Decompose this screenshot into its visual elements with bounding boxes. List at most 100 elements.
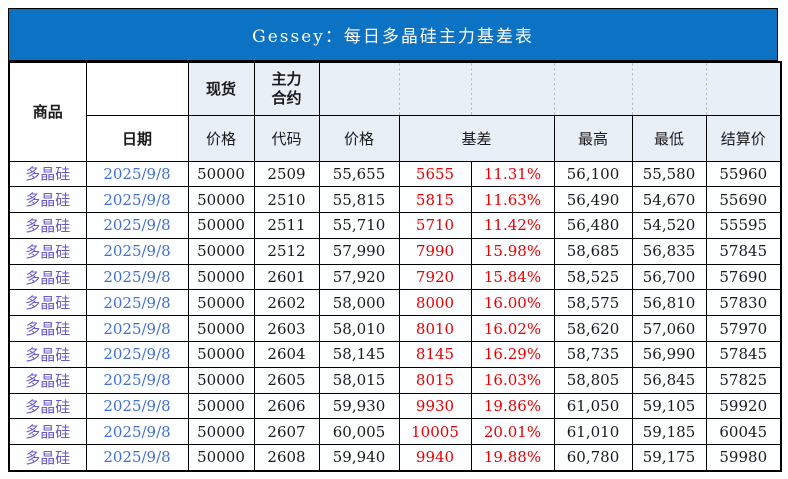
cell-product[interactable]: 多晶硅 [8,160,87,188]
cell-basis-pct[interactable]: 20.01% [470,418,555,446]
cell-basis-pct[interactable]: 15.84% [470,263,555,291]
header-empty-cell[interactable] [631,61,707,116]
cell-spot-price[interactable]: 50000 [187,366,255,394]
cell-basis[interactable]: 9930 [398,392,472,420]
cell-spot-price[interactable]: 50000 [187,418,255,446]
cell-contract-code[interactable]: 2511 [253,212,320,239]
cell-settlement[interactable]: 57845 [705,237,782,265]
header-empty-cell[interactable] [470,61,555,116]
cell-futures-price[interactable]: 57,920 [318,263,400,291]
cell-futures-price[interactable]: 58,000 [318,289,400,317]
header-contract-code[interactable]: 代码 [253,114,320,162]
cell-settlement[interactable]: 57970 [705,315,782,343]
cell-settlement[interactable]: 55595 [705,212,782,239]
cell-product[interactable]: 多晶硅 [8,341,87,368]
cell-futures-price[interactable]: 55,710 [318,212,400,239]
cell-contract-code[interactable]: 2604 [253,341,320,368]
cell-product[interactable]: 多晶硅 [8,315,87,343]
cell-date[interactable]: 2025/9/8 [85,341,189,368]
cell-basis-pct[interactable]: 11.31% [470,160,555,188]
header-empty-cell[interactable] [705,61,782,116]
header-main-contract[interactable]: 主力 合约 [253,61,320,116]
cell-basis[interactable]: 5655 [398,160,472,188]
cell-low[interactable]: 56,845 [631,366,707,394]
cell-high[interactable]: 58,685 [553,237,633,265]
cell-low[interactable]: 55,580 [631,160,707,188]
cell-high[interactable]: 60,780 [553,444,633,472]
cell-contract-code[interactable]: 2510 [253,186,320,214]
cell-high[interactable]: 56,490 [553,186,633,214]
cell-basis[interactable]: 5710 [398,212,472,239]
header-empty-cell[interactable] [318,61,400,116]
cell-contract-code[interactable]: 2603 [253,315,320,343]
header-spot-group[interactable]: 现货 [187,61,255,116]
cell-high[interactable]: 61,050 [553,392,633,420]
cell-futures-price[interactable]: 59,930 [318,392,400,420]
header-futures-price[interactable]: 价格 [318,114,400,162]
cell-basis[interactable]: 8000 [398,289,472,317]
cell-basis-pct[interactable]: 16.02% [470,315,555,343]
cell-product[interactable]: 多晶硅 [8,366,87,394]
header-date[interactable]: 日期 [85,114,189,162]
cell-settlement[interactable]: 55960 [705,160,782,188]
cell-high[interactable]: 58,620 [553,315,633,343]
cell-contract-code[interactable]: 2606 [253,392,320,420]
cell-contract-code[interactable]: 2608 [253,444,320,472]
cell-high[interactable]: 56,100 [553,160,633,188]
cell-futures-price[interactable]: 59,940 [318,444,400,472]
cell-contract-code[interactable]: 2509 [253,160,320,188]
cell-date[interactable]: 2025/9/8 [85,444,189,472]
cell-settlement[interactable]: 57690 [705,263,782,291]
cell-settlement[interactable]: 55690 [705,186,782,214]
cell-spot-price[interactable]: 50000 [187,160,255,188]
cell-high[interactable]: 58,575 [553,289,633,317]
cell-futures-price[interactable]: 58,010 [318,315,400,343]
header-spot-price[interactable]: 价格 [187,114,255,162]
cell-basis-pct[interactable]: 19.88% [470,444,555,472]
cell-date[interactable]: 2025/9/8 [85,366,189,394]
cell-settlement[interactable]: 59920 [705,392,782,420]
cell-basis[interactable]: 10005 [398,418,472,446]
cell-basis[interactable]: 7990 [398,237,472,265]
cell-date[interactable]: 2025/9/8 [85,392,189,420]
cell-low[interactable]: 56,835 [631,237,707,265]
cell-settlement[interactable]: 57825 [705,366,782,394]
cell-product[interactable]: 多晶硅 [8,289,87,317]
cell-contract-code[interactable]: 2512 [253,237,320,265]
cell-date[interactable]: 2025/9/8 [85,186,189,214]
cell-basis[interactable]: 8015 [398,366,472,394]
cell-low[interactable]: 54,670 [631,186,707,214]
cell-date[interactable]: 2025/9/8 [85,263,189,291]
cell-spot-price[interactable]: 50000 [187,341,255,368]
cell-spot-price[interactable]: 50000 [187,186,255,214]
cell-spot-price[interactable]: 50000 [187,392,255,420]
cell-futures-price[interactable]: 55,655 [318,160,400,188]
cell-low[interactable]: 59,175 [631,444,707,472]
cell-basis[interactable]: 8145 [398,341,472,368]
cell-futures-price[interactable]: 58,145 [318,341,400,368]
cell-basis-pct[interactable]: 15.98% [470,237,555,265]
cell-low[interactable]: 59,105 [631,392,707,420]
cell-date[interactable]: 2025/9/8 [85,418,189,446]
cell-spot-price[interactable]: 50000 [187,263,255,291]
cell-low[interactable]: 56,810 [631,289,707,317]
cell-settlement[interactable]: 59980 [705,444,782,472]
header-high[interactable]: 最高 [553,114,633,162]
cell-low[interactable]: 56,700 [631,263,707,291]
cell-high[interactable]: 58,525 [553,263,633,291]
cell-contract-code[interactable]: 2607 [253,418,320,446]
cell-spot-price[interactable]: 50000 [187,212,255,239]
cell-spot-price[interactable]: 50000 [187,237,255,265]
cell-spot-price[interactable]: 50000 [187,315,255,343]
cell-product[interactable]: 多晶硅 [8,263,87,291]
cell-high[interactable]: 58,805 [553,366,633,394]
cell-spot-price[interactable]: 50000 [187,444,255,472]
cell-low[interactable]: 57,060 [631,315,707,343]
cell-product[interactable]: 多晶硅 [8,212,87,239]
cell-basis-pct[interactable]: 19.86% [470,392,555,420]
cell-basis-pct[interactable]: 11.42% [470,212,555,239]
header-low[interactable]: 最低 [631,114,707,162]
cell-low[interactable]: 54,520 [631,212,707,239]
cell-settlement[interactable]: 60045 [705,418,782,446]
cell-basis-pct[interactable]: 11.63% [470,186,555,214]
